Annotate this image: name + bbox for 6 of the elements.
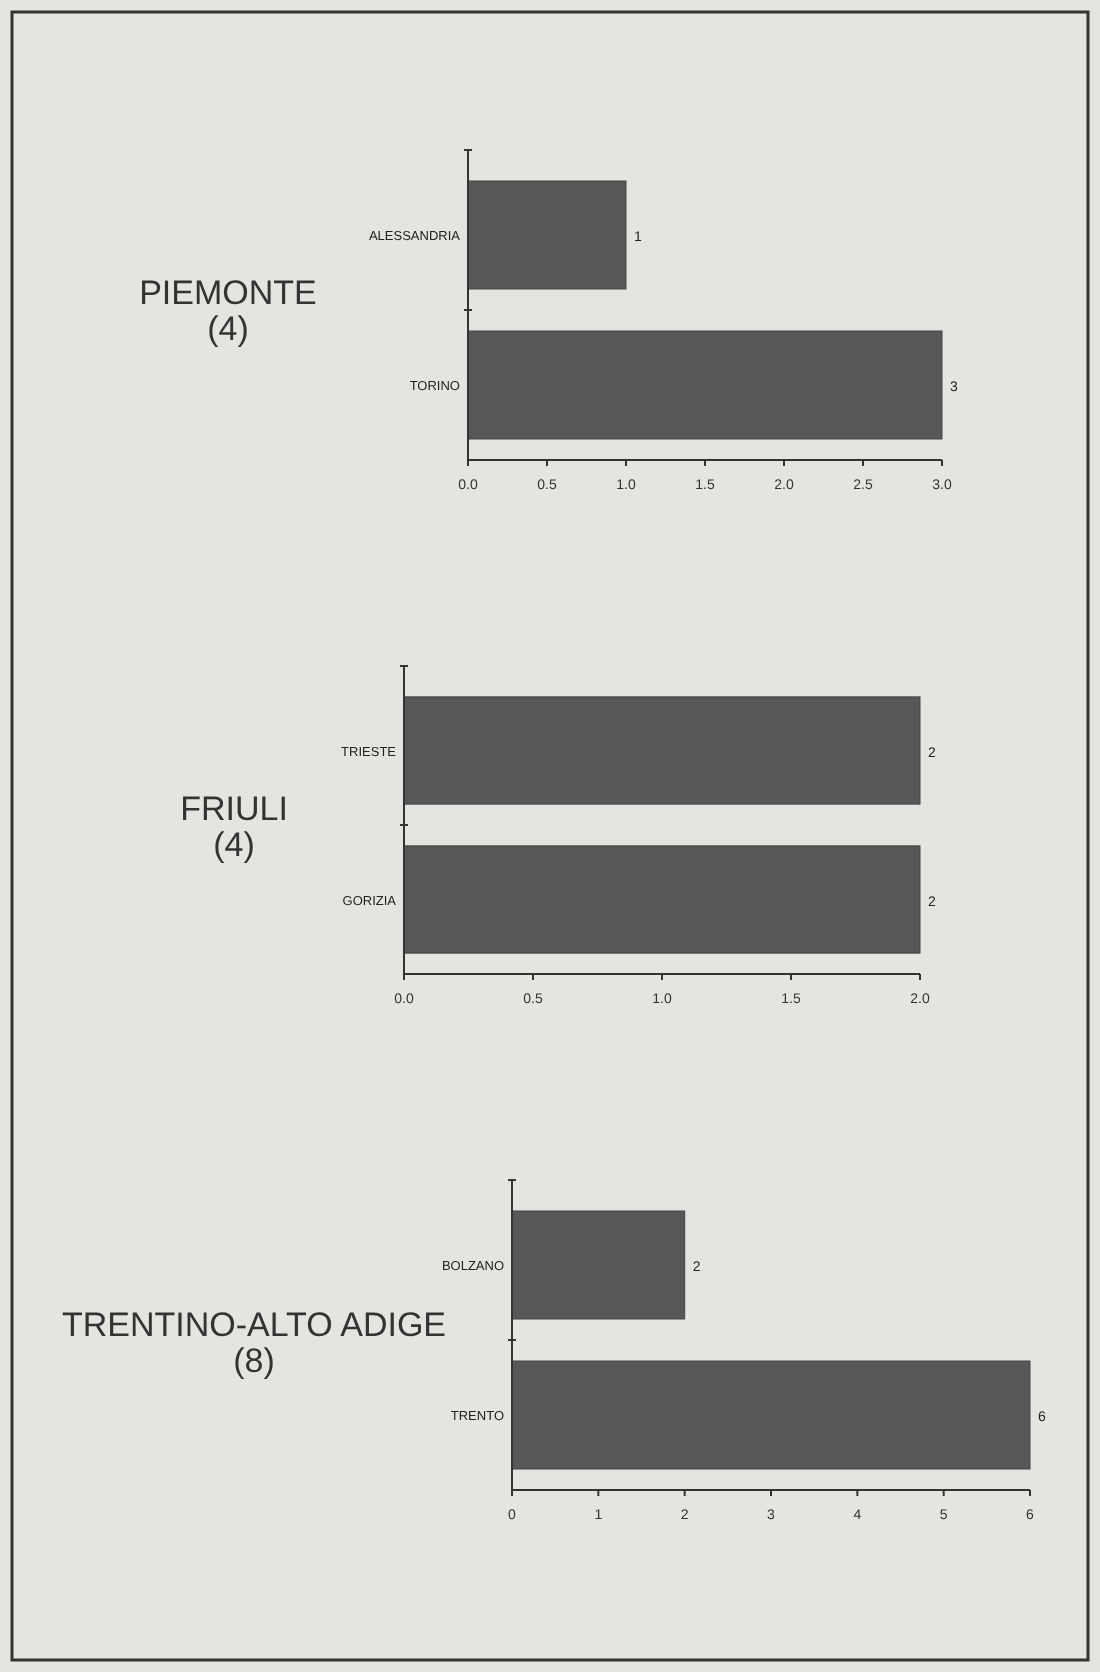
text: (4) [207, 310, 249, 348]
text: TRENTINO-ALTO ADIGE [61, 1306, 447, 1344]
text: (4) [213, 826, 255, 864]
text: PIEMONTE [139, 274, 317, 312]
text: (8) [233, 1342, 275, 1380]
text: FRIULI [180, 790, 288, 828]
